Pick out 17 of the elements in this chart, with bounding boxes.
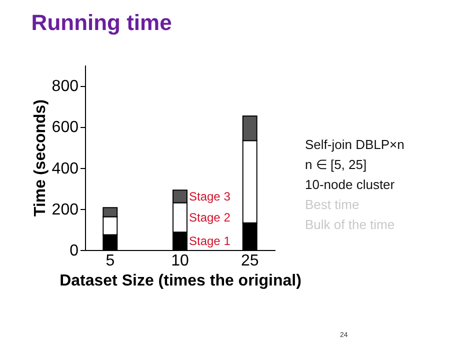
- series-label: Stage 1: [189, 234, 231, 248]
- y-tick-label: 600: [52, 119, 79, 136]
- x-tick-label: 25: [240, 252, 259, 270]
- x-axis-title: Dataset Size (times the original): [60, 272, 302, 290]
- y-tick-label: 800: [52, 78, 79, 96]
- chart-title: Running time: [31, 10, 172, 35]
- y-tick-label: 200: [52, 201, 79, 218]
- text: Self-join DBLP×n: [305, 137, 404, 152]
- y-tick-label: 0: [70, 242, 79, 260]
- text: 10-node cluster: [305, 177, 396, 192]
- series-label: Stage 2: [189, 210, 231, 224]
- text: n ∈ [5, 25]: [305, 157, 367, 172]
- y-tick-label: 400: [52, 160, 79, 178]
- x-tick-label: 5: [106, 252, 115, 270]
- series-label: Stage 3: [189, 189, 231, 204]
- x-tick-label: 10: [171, 252, 189, 270]
- y-axis-title: Time (seconds): [32, 99, 49, 217]
